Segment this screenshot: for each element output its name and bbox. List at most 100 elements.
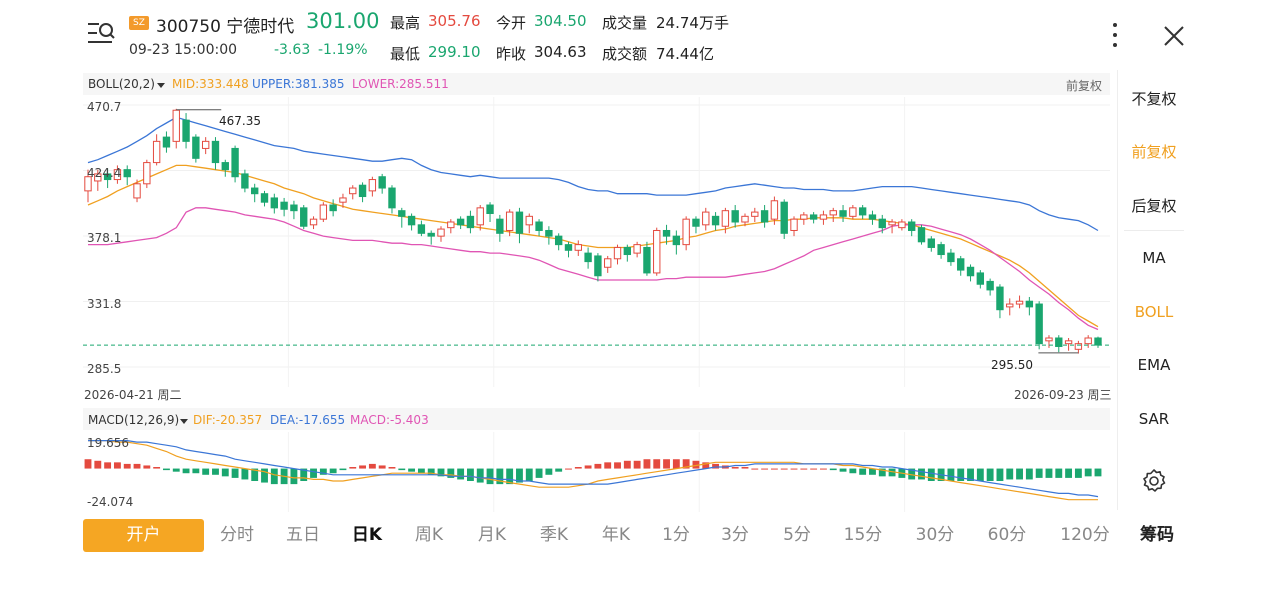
candle bbox=[908, 219, 916, 237]
gear-icon[interactable] bbox=[1141, 468, 1167, 494]
candle-body bbox=[358, 184, 367, 198]
price-change-pct: -1.19% bbox=[318, 42, 368, 58]
candle bbox=[378, 173, 386, 194]
macd-chart[interactable] bbox=[83, 432, 1110, 512]
candle-body bbox=[290, 204, 298, 212]
candle-body bbox=[368, 179, 377, 192]
candle bbox=[858, 205, 867, 220]
candle bbox=[554, 233, 563, 251]
backward-adjust-option[interactable]: 后复权 bbox=[1131, 197, 1177, 215]
macd-bar bbox=[378, 465, 386, 469]
tab-1min[interactable]: 1分 bbox=[662, 525, 690, 545]
candle bbox=[486, 202, 494, 222]
adjust-mode-label: 前复权 bbox=[1066, 79, 1103, 93]
tab-monthly-k[interactable]: 月K bbox=[477, 525, 507, 545]
ma-option[interactable]: MA bbox=[1142, 249, 1166, 267]
candle-body bbox=[231, 147, 239, 178]
candle bbox=[1064, 337, 1073, 351]
boll-option[interactable]: BOLL bbox=[1134, 303, 1174, 321]
macd-bar bbox=[967, 468, 974, 482]
candle bbox=[1094, 336, 1102, 348]
no-adjust-option[interactable]: 不复权 bbox=[1131, 90, 1177, 108]
macd-bar bbox=[123, 463, 131, 469]
more-vertical-icon[interactable] bbox=[1107, 22, 1123, 48]
candle bbox=[133, 179, 141, 203]
candle-body bbox=[731, 210, 739, 223]
macd-bar bbox=[261, 468, 268, 483]
search-list-icon[interactable] bbox=[86, 20, 116, 48]
tab-quarterly-k[interactable]: 季K bbox=[539, 525, 569, 545]
open-account-button[interactable]: 开户 bbox=[83, 519, 204, 552]
tab-five-day[interactable]: 五日 bbox=[286, 525, 320, 545]
candle bbox=[1015, 295, 1024, 309]
candle bbox=[996, 284, 1004, 319]
chips-button[interactable]: 筹码 bbox=[1140, 525, 1174, 545]
forward-adjust-option[interactable]: 前复权 bbox=[1131, 143, 1177, 161]
amount-value: 74.44亿 bbox=[656, 45, 714, 63]
macd-bar bbox=[1084, 468, 1092, 477]
candle-body bbox=[613, 246, 622, 260]
ema-option[interactable]: EMA bbox=[1137, 356, 1171, 374]
amount-label: 成交额 bbox=[602, 45, 648, 63]
candle bbox=[505, 209, 514, 237]
candle bbox=[1084, 335, 1092, 348]
candle bbox=[741, 213, 749, 227]
tab-120min[interactable]: 120分 bbox=[1060, 525, 1110, 545]
sar-option[interactable]: SAR bbox=[1138, 410, 1170, 428]
tab-15min[interactable]: 15分 bbox=[843, 525, 883, 545]
candle-body bbox=[172, 109, 180, 142]
candle bbox=[937, 241, 945, 259]
candle bbox=[564, 241, 573, 258]
kline-chart[interactable] bbox=[83, 97, 1110, 387]
candle-body bbox=[496, 218, 504, 234]
macd-bar bbox=[800, 468, 808, 470]
macd-bar bbox=[633, 460, 641, 469]
candle-body bbox=[780, 201, 788, 234]
date-end: 2026-09-23 周三 bbox=[1014, 388, 1112, 402]
y-tick: 285.5 bbox=[87, 362, 122, 376]
macd-bar bbox=[408, 468, 416, 472]
candle-body bbox=[329, 204, 337, 212]
open-label: 今开 bbox=[496, 14, 527, 32]
macd-y-bottom: -24.074 bbox=[87, 495, 134, 509]
divider bbox=[1124, 230, 1184, 231]
tab-60min[interactable]: 60分 bbox=[987, 525, 1027, 545]
date-start: 2026-04-21 周二 bbox=[84, 388, 182, 402]
macd-bar bbox=[388, 467, 396, 469]
candle-body bbox=[819, 214, 828, 220]
candle-body bbox=[1025, 300, 1034, 308]
tab-intraday[interactable]: 分时 bbox=[220, 525, 254, 545]
candle bbox=[211, 137, 220, 170]
macd-bar bbox=[525, 468, 533, 482]
macd-bar bbox=[329, 468, 337, 474]
candle bbox=[515, 207, 524, 244]
candle bbox=[466, 210, 475, 234]
macd-bar bbox=[1065, 468, 1073, 478]
tab-daily-k[interactable]: 日K bbox=[351, 525, 383, 545]
candle bbox=[976, 270, 985, 289]
candle-body bbox=[319, 204, 328, 220]
candle bbox=[623, 244, 632, 262]
boll-name[interactable]: BOLL(20,2) bbox=[88, 77, 155, 91]
candle-body bbox=[192, 136, 200, 159]
tab-weekly-k[interactable]: 周K bbox=[414, 525, 444, 545]
tab-3min[interactable]: 3分 bbox=[721, 525, 749, 545]
candle bbox=[456, 216, 465, 230]
macd-bar bbox=[859, 468, 867, 475]
tab-5min[interactable]: 5分 bbox=[783, 525, 811, 545]
macd-bar bbox=[310, 468, 317, 478]
chevron-down-icon[interactable] bbox=[157, 83, 165, 88]
macd-bar bbox=[1016, 468, 1023, 480]
candle bbox=[584, 247, 592, 269]
close-icon[interactable] bbox=[1162, 24, 1186, 48]
macd-bar bbox=[594, 463, 602, 469]
macd-name[interactable]: MACD(12,26,9) bbox=[88, 413, 180, 427]
current-price: 301.00 bbox=[306, 9, 380, 33]
candle-body bbox=[123, 169, 131, 178]
tab-yearly-k[interactable]: 年K bbox=[601, 525, 631, 545]
candle-body bbox=[858, 207, 867, 216]
tab-30min[interactable]: 30分 bbox=[915, 525, 955, 545]
chevron-down-icon[interactable] bbox=[180, 419, 188, 424]
candle bbox=[839, 205, 847, 222]
candle-body bbox=[1094, 337, 1102, 346]
